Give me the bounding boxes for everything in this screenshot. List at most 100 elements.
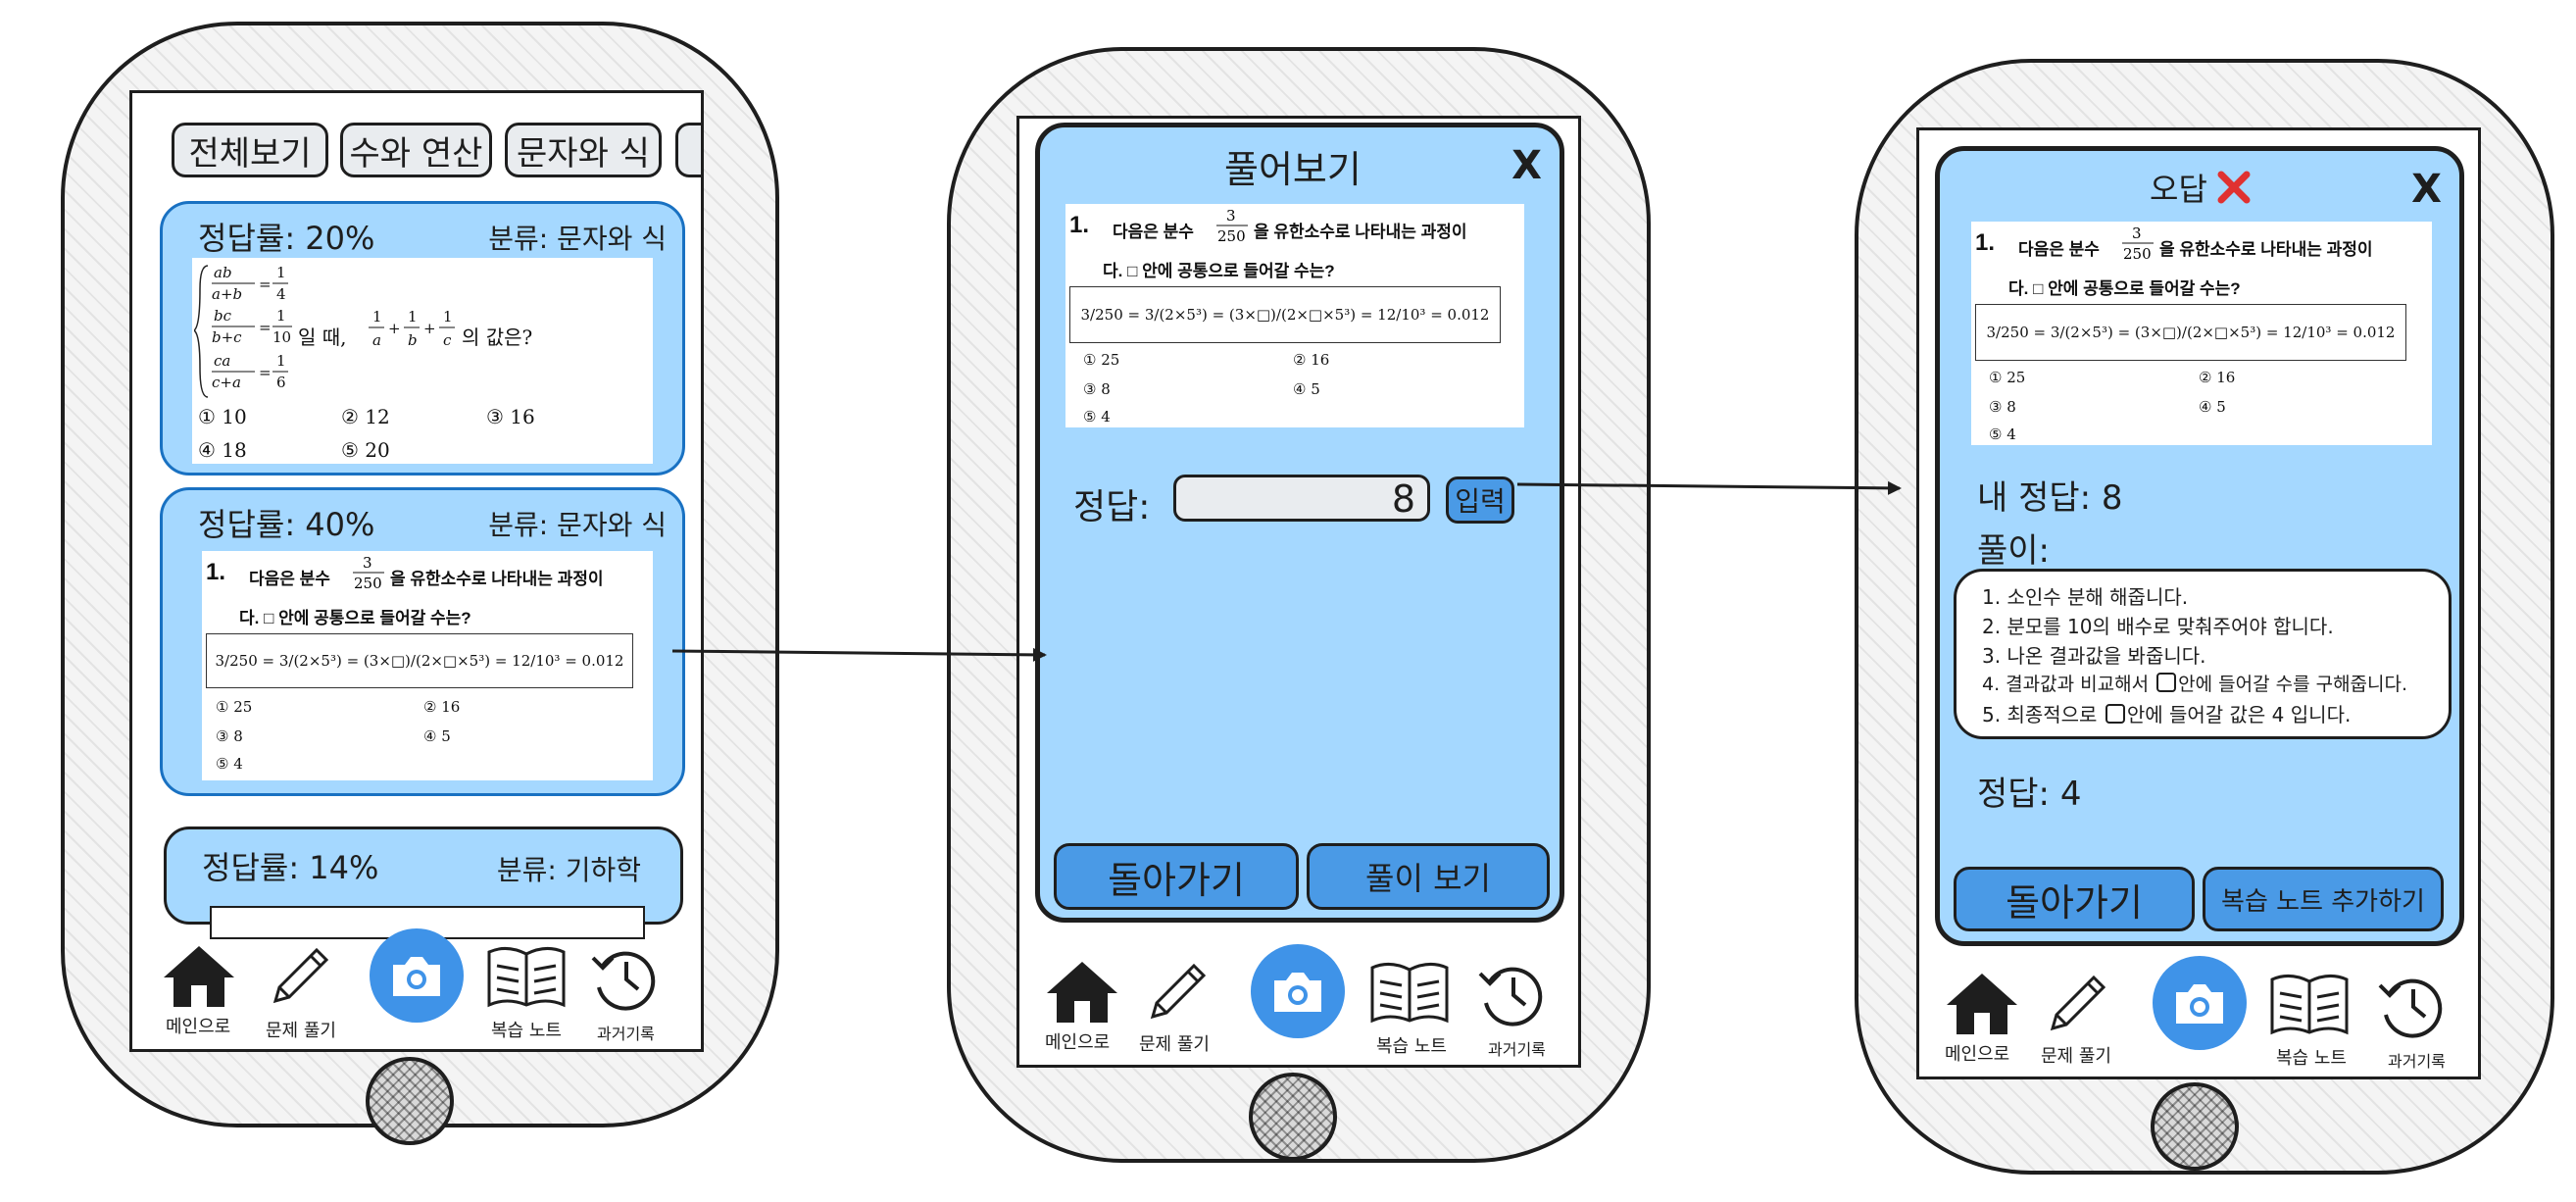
svg-text:3: 3	[363, 554, 372, 572]
history-icon[interactable]	[2376, 972, 2449, 1040]
blank-square-icon	[2156, 673, 2177, 692]
camera-button[interactable]	[2153, 956, 2247, 1050]
nav-home-label[interactable]: 메인으로	[1945, 1044, 2010, 1065]
problem-card-2[interactable]: 정답률: 40% 분류: 문자와 식 1. 다음은 분수 3 250 을 유한소수…	[160, 487, 685, 796]
home-button[interactable]	[2151, 1082, 2239, 1171]
nav-solve-label[interactable]: 문제 풀기	[2041, 1046, 2111, 1067]
answer-value: 8	[1391, 477, 1415, 521]
camera-button[interactable]	[1251, 944, 1345, 1038]
option-1: ① 10	[198, 405, 247, 428]
nav-history-label[interactable]: 과거기록	[2388, 1052, 2446, 1071]
option-3: ③ 8	[1989, 398, 2016, 416]
solution-box: 1. 소인수 분해 해줍니다. 2. 분모를 10의 배수로 맞춰주어야 합니다…	[1954, 569, 2452, 739]
home-icon[interactable]	[1045, 960, 1119, 1025]
nav-home-label[interactable]: 메인으로	[166, 1017, 231, 1037]
option-4: ④ 5	[1293, 380, 1320, 398]
category-label: 분류: 문자와 식	[488, 509, 667, 541]
svg-text:b: b	[408, 331, 418, 349]
reciprocal-sum: 1 a + 1 b + 1 c	[369, 308, 455, 349]
submit-button[interactable]: 입력	[1446, 476, 1514, 524]
svg-text:=: =	[259, 319, 272, 336]
close-icon[interactable]: X	[2411, 167, 2442, 212]
solution-step-3: 3. 나온 결과값을 봐줍니다.	[1982, 644, 2206, 668]
option-5: ⑤ 4	[1083, 408, 1111, 426]
nav-history-label[interactable]: 과거기록	[1488, 1040, 1546, 1059]
book-icon[interactable]	[485, 942, 568, 1011]
option-5: ⑤ 4	[1989, 426, 2016, 443]
back-button[interactable]: 돌아가기	[1054, 843, 1299, 910]
book-icon[interactable]	[1368, 958, 1451, 1027]
camera-icon	[393, 957, 440, 996]
answer-input[interactable]: 8	[1173, 475, 1430, 522]
svg-text:6: 6	[276, 374, 286, 391]
bottom-nav: 메인으로 문제 풀기 복습 노트 과거기록	[1019, 944, 1578, 1062]
nav-solve-label[interactable]: 문제 풀기	[266, 1021, 336, 1041]
step-4-pre: 4. 결과값과 비교해서	[1982, 674, 2150, 695]
close-icon[interactable]: X	[1511, 143, 1542, 188]
question-tail: 일 때,	[298, 326, 347, 349]
nav-review-label[interactable]: 복습 노트	[491, 1021, 562, 1041]
pencil-icon[interactable]	[1143, 958, 1212, 1027]
nav-review-label[interactable]: 복습 노트	[2276, 1048, 2347, 1069]
home-button[interactable]	[366, 1057, 454, 1145]
filter-algebra[interactable]: 문자와 식	[505, 123, 662, 177]
svg-text:1: 1	[443, 308, 453, 326]
svg-text:c: c	[443, 331, 452, 349]
option-5: ⑤ 20	[341, 438, 390, 462]
screen-result: 오답 X 1. 다음은 분수 3 250 을 유한소수로 나타내는 과정이 다. …	[1916, 127, 2481, 1079]
home-icon[interactable]	[1945, 972, 2019, 1036]
equation-box: 3/250 = 3/(2×5³) = (3×□)/(2×□×5³) = 12/1…	[206, 633, 633, 688]
result-title: 오답	[2150, 171, 2207, 208]
add-review-note-button[interactable]: 복습 노트 추가하기	[2203, 867, 2444, 931]
step-5-post: 안에 들어갈 값은 4 입니다.	[2126, 703, 2352, 726]
svg-text:ca: ca	[214, 352, 230, 370]
svg-text:250: 250	[354, 575, 382, 592]
problem-text-line2: 다. □ 안에 공통으로 들어갈 수는?	[239, 609, 471, 627]
option-1: ① 25	[1083, 351, 1120, 369]
bottom-nav: 메인으로 문제 풀기 복습 노트 과거기록	[1919, 956, 2478, 1074]
problem-text-pre: 다음은 분수	[1113, 223, 1194, 241]
nav-home-label[interactable]: 메인으로	[1045, 1032, 1111, 1053]
book-icon[interactable]	[2268, 970, 2351, 1038]
svg-text:1: 1	[408, 308, 418, 326]
option-3: ③ 8	[216, 727, 243, 745]
nav-review-label[interactable]: 복습 노트	[1376, 1036, 1447, 1057]
problem-image: 1. 다음은 분수 3 250 을 유한소수로 나타내는 과정이 다. □ 안에 …	[202, 551, 653, 780]
pencil-icon[interactable]	[266, 942, 334, 1011]
nav-solve-label[interactable]: 문제 풀기	[1139, 1034, 1210, 1055]
nav-history-label[interactable]: 과거기록	[597, 1025, 655, 1043]
blank-square-icon	[2105, 704, 2125, 724]
filter-all[interactable]: 전체보기	[172, 123, 328, 177]
modal-title: 풀어보기	[1224, 148, 1362, 191]
problem-image: 1. 다음은 분수 3 250 을 유한소수로 나타내는 과정이 다. □ 안에 …	[1971, 222, 2432, 445]
problem-text-post: 을 유한소수로 나타내는 과정이	[1254, 223, 1467, 241]
option-2: ② 12	[341, 405, 390, 428]
correct-rate: 정답률: 40%	[198, 506, 375, 543]
problem-card-3[interactable]: 정답률: 14% 분류: 기하학	[164, 826, 683, 939]
system-of-equations: ab a+b = 1 4 bc b+c = 1 10 ca c+a = 1 6	[194, 264, 292, 398]
filter-geometry[interactable]: 기하학	[675, 123, 701, 177]
svg-text:3: 3	[2132, 225, 2142, 242]
filter-numbers[interactable]: 수와 연산	[340, 123, 492, 177]
correct-rate: 정답률: 20%	[198, 220, 375, 257]
home-icon[interactable]	[162, 944, 236, 1009]
camera-button[interactable]	[370, 928, 464, 1023]
solution-step-1: 1. 소인수 분해 해줍니다.	[1982, 585, 2189, 609]
view-solution-button[interactable]: 풀이 보기	[1307, 843, 1550, 910]
option-4: ④ 18	[198, 438, 247, 462]
history-icon[interactable]	[1476, 960, 1549, 1028]
pencil-icon[interactable]	[2043, 970, 2111, 1038]
svg-text:+: +	[388, 320, 401, 337]
home-button[interactable]	[1249, 1073, 1337, 1161]
svg-text:1: 1	[276, 307, 286, 325]
svg-text:10: 10	[272, 328, 291, 346]
history-icon[interactable]	[589, 944, 662, 1013]
option-1: ① 25	[1989, 369, 2026, 386]
screen-list: 전체보기 수와 연산 문자와 식 기하학 정답률: 20% 분류: 문자와 식 …	[129, 90, 704, 1052]
solution-step-4: 4. 결과값과 비교해서 안에 들어갈 수를 구해줍니다.	[1982, 670, 2407, 696]
problem-text-post: 을 유한소수로 나타내는 과정이	[2159, 240, 2373, 259]
svg-text:ab: ab	[214, 264, 232, 281]
back-button[interactable]: 돌아가기	[1954, 867, 2195, 931]
